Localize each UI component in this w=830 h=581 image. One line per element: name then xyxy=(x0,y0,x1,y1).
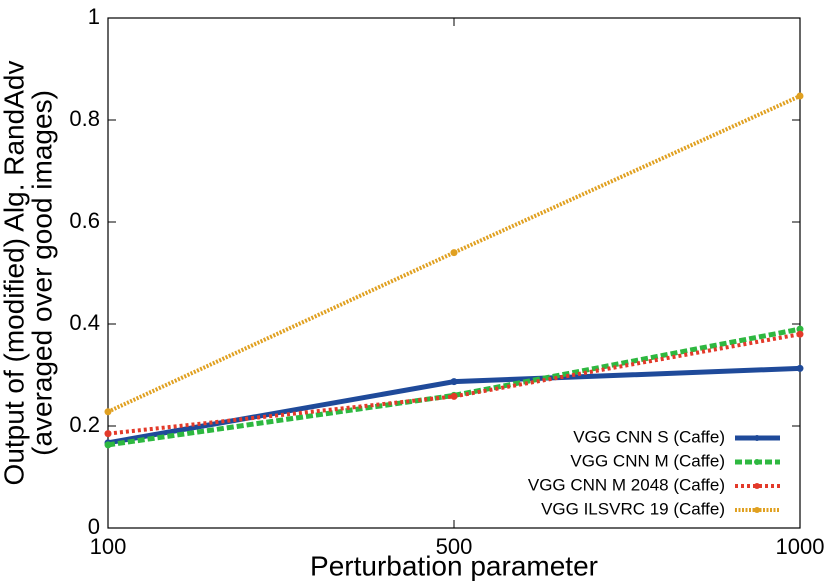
y-axis-title-line: Output of (modified) Alg. RandAdv xyxy=(0,61,29,486)
point xyxy=(450,392,458,400)
point xyxy=(796,330,804,338)
point xyxy=(796,325,804,333)
legend-marker xyxy=(754,483,760,489)
x-tick-label: 1000 xyxy=(776,534,825,559)
y-tick-label: 0.6 xyxy=(69,208,100,233)
y-tick-label: 0.4 xyxy=(69,310,100,335)
y-tick-label: 1 xyxy=(88,4,100,29)
series-line xyxy=(107,332,801,436)
x-tick-label: 500 xyxy=(436,534,473,559)
legend-marker xyxy=(754,507,760,513)
series-line xyxy=(107,326,801,448)
point xyxy=(104,441,112,449)
y-axis-title: Output of (modified) Alg. RandAdv (avera… xyxy=(0,61,57,486)
x-tick-label: 100 xyxy=(90,534,127,559)
y-tick-label: 0.8 xyxy=(69,106,100,131)
point xyxy=(796,364,804,372)
series-line xyxy=(107,94,801,414)
point xyxy=(796,92,804,100)
point xyxy=(104,408,112,416)
point xyxy=(450,249,458,257)
point xyxy=(450,378,458,386)
legend-marker xyxy=(754,435,760,441)
legend-label: VGG CNN S (Caffe) xyxy=(573,427,725,446)
y-tick-label: 0 xyxy=(88,514,100,539)
y-tick-label: 0.2 xyxy=(69,412,100,437)
x-axis-title: Perturbation parameter xyxy=(310,550,598,581)
legend-label: VGG CNN M (Caffe) xyxy=(570,451,725,470)
point xyxy=(104,430,112,438)
legend-label: VGG ILSVRC 19 (Caffe) xyxy=(541,499,725,518)
legend-label: VGG CNN M 2048 (Caffe) xyxy=(528,475,725,494)
y-axis-title-line: (averaged over good images) xyxy=(26,90,57,456)
legend-marker xyxy=(754,459,760,465)
